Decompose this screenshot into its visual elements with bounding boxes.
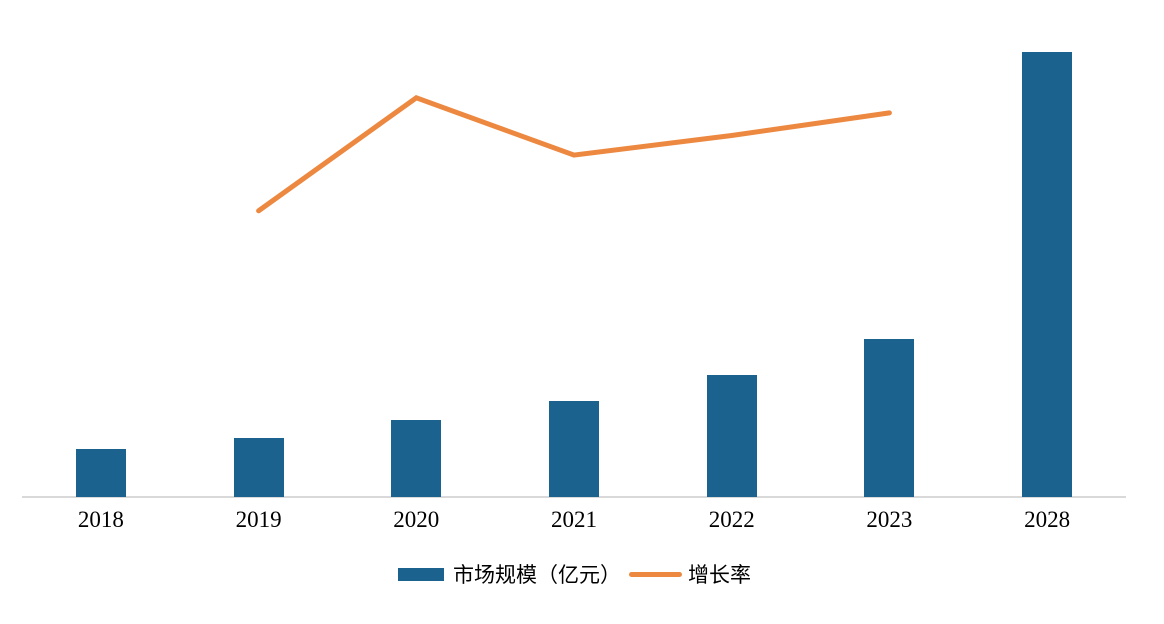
x-axis-label-2021: 2021 — [551, 507, 597, 532]
bar-2022 — [706, 375, 757, 497]
bar-2020 — [391, 420, 442, 497]
x-axis-label-2020: 2020 — [393, 507, 440, 532]
x-axis-label-2028: 2028 — [1024, 507, 1071, 532]
plot-area — [22, 15, 1126, 497]
x-axis-label-2018: 2018 — [77, 507, 124, 532]
bar-2028 — [1022, 52, 1073, 497]
legend-line-swatch — [629, 571, 682, 577]
bar-2021 — [549, 401, 599, 497]
bar-2018 — [75, 449, 126, 497]
x-axis-line — [22, 496, 1126, 498]
bar-2019 — [233, 438, 284, 497]
x-axis-label-2019: 2019 — [235, 507, 282, 532]
x-axis-label-2023: 2023 — [866, 507, 913, 532]
bar-2023 — [864, 339, 915, 497]
legend-label-market-size: 市场规模（亿元） — [453, 563, 621, 587]
x-axis-label-2022: 2022 — [708, 507, 755, 532]
legend-bar-swatch — [398, 567, 444, 581]
legend: 市场规模（亿元） 增长率 — [398, 561, 751, 587]
legend-label-growth-rate: 增长率 — [688, 563, 751, 587]
